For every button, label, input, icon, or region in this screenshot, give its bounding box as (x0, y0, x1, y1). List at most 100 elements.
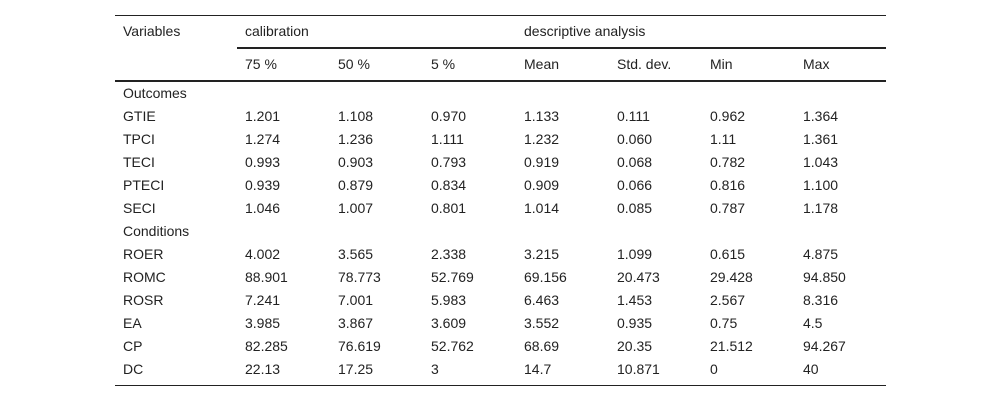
cell: 0.970 (431, 108, 467, 124)
row-label: SECI (123, 200, 156, 216)
cell: 94.850 (803, 269, 846, 285)
cell: 0.903 (338, 154, 374, 170)
cell: 52.762 (431, 338, 474, 354)
column-header: Max (803, 56, 830, 72)
cell: 1.100 (803, 177, 839, 193)
row-label: PTECI (123, 177, 165, 193)
cell: 1.133 (524, 108, 560, 124)
header-group: calibration (245, 23, 309, 39)
column-header: Mean (524, 56, 560, 72)
cell: 1.11 (710, 131, 737, 147)
rule-bottom (115, 385, 886, 386)
cell: 1.046 (245, 200, 281, 216)
row-label: CP (123, 338, 143, 354)
cell: 1.108 (338, 108, 374, 124)
cell: 0.834 (431, 177, 467, 193)
cell: 1.201 (245, 108, 281, 124)
cell: 2.567 (710, 292, 746, 308)
cell: 1.178 (803, 200, 839, 216)
cell: 0.782 (710, 154, 746, 170)
header-group: descriptive analysis (524, 23, 646, 39)
cell: 0.066 (617, 177, 653, 193)
cell: 0.962 (710, 108, 746, 124)
cell: 88.901 (245, 269, 288, 285)
cell: 7.001 (338, 292, 374, 308)
cell: 29.428 (710, 269, 753, 285)
column-header: 5 % (431, 56, 456, 72)
section-label: Conditions (123, 223, 190, 239)
header-variables: Variables (123, 23, 181, 39)
cell: 82.285 (245, 338, 288, 354)
cell: 17.25 (338, 361, 374, 377)
row-label: TECI (123, 154, 155, 170)
cell: 1.361 (803, 131, 839, 147)
cell: 7.241 (245, 292, 281, 308)
cell: 3.867 (338, 315, 374, 331)
cell: 3 (431, 361, 439, 377)
cell: 0.919 (524, 154, 560, 170)
row-label: DC (123, 361, 144, 377)
rule-top (115, 15, 886, 16)
cell: 0.111 (617, 108, 650, 124)
cell: 1.236 (338, 131, 374, 147)
cell: 2.338 (431, 246, 467, 262)
cell: 4.5 (803, 315, 823, 331)
rule-group (237, 47, 886, 49)
cell: 0.793 (431, 154, 467, 170)
cell: 0.801 (431, 200, 467, 216)
cell: 94.267 (803, 338, 846, 354)
cell: 0.787 (710, 200, 746, 216)
cell: 40 (803, 361, 819, 377)
cell: 0.935 (617, 315, 653, 331)
row-label: GTIE (123, 108, 156, 124)
cell: 0.879 (338, 177, 374, 193)
cell: 52.769 (431, 269, 474, 285)
cell: 0.939 (245, 177, 281, 193)
rule-header (115, 80, 886, 82)
cell: 1.111 (431, 131, 464, 147)
cell: 3.985 (245, 315, 281, 331)
cell: 21.512 (710, 338, 753, 354)
cell: 8.316 (803, 292, 839, 308)
cell: 1.007 (338, 200, 374, 216)
cell: 4.875 (803, 246, 839, 262)
cell: 20.473 (617, 269, 660, 285)
cell: 0.993 (245, 154, 281, 170)
row-label: EA (123, 315, 142, 331)
cell: 0.75 (710, 315, 738, 331)
cell: 5.983 (431, 292, 467, 308)
cell: 69.156 (524, 269, 567, 285)
cell: 3.215 (524, 246, 560, 262)
cell: 1.099 (617, 246, 653, 262)
cell: 1.274 (245, 131, 281, 147)
cell: 4.002 (245, 246, 281, 262)
cell: 22.13 (245, 361, 281, 377)
row-label: TPCI (123, 131, 155, 147)
cell: 3.609 (431, 315, 467, 331)
cell: 0.085 (617, 200, 653, 216)
row-label: ROER (123, 246, 164, 262)
cell: 1.232 (524, 131, 560, 147)
cell: 3.552 (524, 315, 560, 331)
cell: 20.35 (617, 338, 653, 354)
cell: 0.909 (524, 177, 560, 193)
cell: 76.619 (338, 338, 381, 354)
column-header: Std. dev. (617, 56, 672, 72)
cell: 6.463 (524, 292, 560, 308)
cell: 3.565 (338, 246, 374, 262)
cell: 0.068 (617, 154, 653, 170)
cell: 14.7 (524, 361, 552, 377)
cell: 1.364 (803, 108, 839, 124)
cell: 10.871 (617, 361, 660, 377)
cell: 1.014 (524, 200, 560, 216)
cell: 1.043 (803, 154, 839, 170)
column-header: 50 % (338, 56, 370, 72)
section-label: Outcomes (123, 85, 187, 101)
cell: 0.060 (617, 131, 653, 147)
row-label: ROMC (123, 269, 166, 285)
column-header: 75 % (245, 56, 277, 72)
cell: 0.816 (710, 177, 746, 193)
row-label: ROSR (123, 292, 164, 308)
column-header: Min (710, 56, 733, 72)
